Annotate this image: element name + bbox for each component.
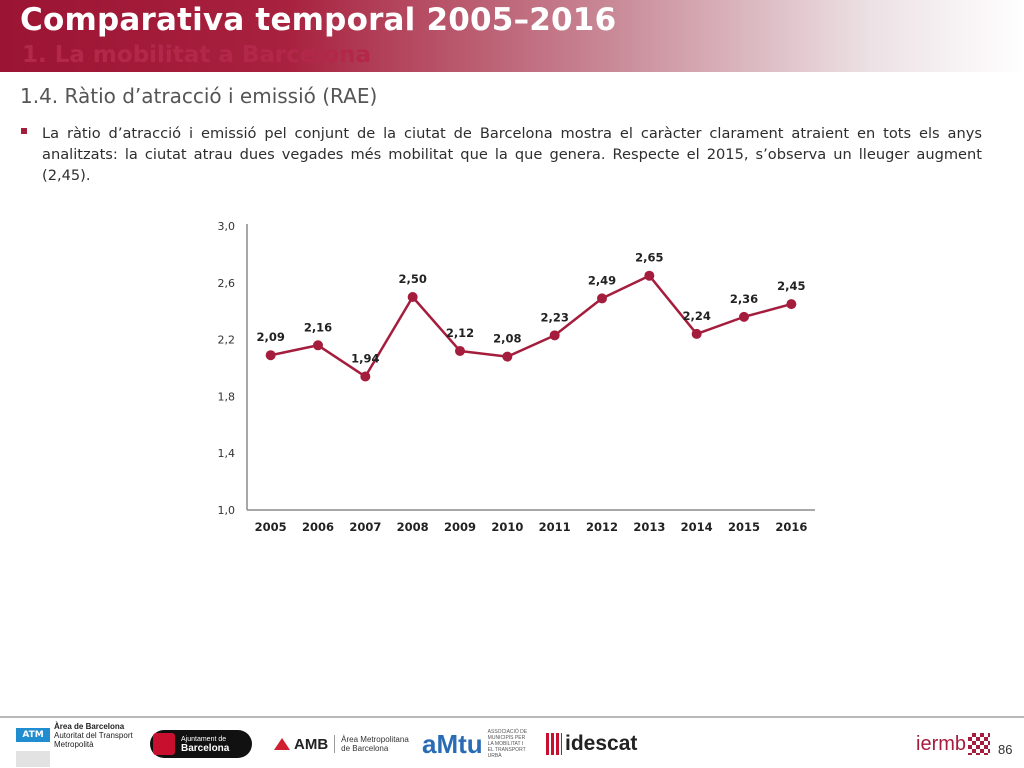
x-tick-label: 2009: [444, 520, 476, 534]
data-point: [644, 270, 655, 281]
iermb-name: iermb: [916, 732, 967, 755]
amb-line2: de Barcelona: [341, 744, 389, 753]
atm-line2: Autoritat del Transport: [54, 730, 133, 740]
data-point: [407, 292, 418, 302]
page-subtitle: 1. La mobilitat a Barcelona: [22, 42, 372, 68]
y-tick-label: 3,0: [218, 220, 236, 233]
data-point: [265, 350, 276, 361]
atm-badge: ATM: [16, 728, 50, 742]
data-label: 2,16: [304, 320, 332, 334]
data-label: 2,36: [730, 292, 758, 306]
data-label: 2,49: [588, 273, 616, 287]
x-tick-label: 2006: [302, 520, 334, 534]
data-label: 2,65: [635, 251, 663, 265]
y-tick-label: 2,2: [218, 334, 236, 347]
y-tick-label: 1,4: [218, 447, 236, 460]
page-title: Comparativa temporal 2005–2016: [20, 2, 617, 38]
header-banner: Comparativa temporal 2005–2016 1. La mob…: [0, 0, 1024, 72]
ajuntament-logo: Ajuntament de Barcelona: [150, 726, 252, 762]
atm-line3: Metropolità: [54, 739, 94, 749]
y-tick-label: 2,6: [218, 277, 236, 290]
bullet-text: La ràtio d’atracció i emissió pel conjun…: [42, 125, 982, 184]
ajuntament-line2: Barcelona: [181, 742, 230, 754]
x-tick-label: 2008: [397, 520, 429, 534]
ajuntament-line1: Ajuntament de: [181, 735, 227, 743]
data-label: 2,50: [398, 272, 426, 286]
iermb-logo: iermb: [916, 726, 991, 762]
data-point: [597, 293, 607, 304]
ajuntament-shield-icon: [153, 733, 175, 755]
data-point: [786, 299, 797, 310]
idescat-logo: idescat: [546, 726, 637, 762]
x-tick-label: 2011: [539, 520, 571, 534]
bullet-marker: [21, 128, 27, 134]
amb-logo: AMB Àrea Metropolitana de Barcelona: [274, 726, 409, 762]
x-tick-label: 2012: [586, 520, 618, 534]
data-point: [549, 330, 560, 341]
x-tick-label: 2013: [633, 520, 665, 534]
x-tick-label: 2016: [775, 520, 807, 534]
atm-line1: Àrea de Barcelona: [54, 721, 125, 731]
amb-triangle-icon: [274, 738, 290, 750]
amtu-description: ASSOCIACIÓ DE MUNICIPIS PER LA MOBILITAT…: [487, 729, 528, 759]
idescat-name: idescat: [565, 732, 638, 755]
x-tick-label: 2015: [728, 520, 760, 534]
data-label: 2,24: [682, 309, 710, 323]
x-tick-label: 2007: [349, 520, 381, 534]
idescat-bars-icon: [546, 733, 562, 755]
iermb-grid-icon: [968, 733, 991, 755]
amb-line1: Àrea Metropolitana: [341, 735, 409, 744]
data-label: 2,45: [777, 279, 805, 293]
series-line: [270, 274, 792, 378]
atm-logo: ATM Àrea de Barcelona Autoritat del Tran…: [16, 722, 133, 767]
data-label: 2,08: [493, 332, 521, 346]
data-point: [455, 345, 465, 356]
amtu-logo: aMtu ASSOCIACIÓ DE MUNICIPIS PER LA MOBI…: [422, 726, 528, 762]
data-point: [502, 351, 513, 362]
data-label: 2,12: [446, 326, 474, 340]
amtu-name: aMtu: [422, 728, 483, 759]
data-label: 1,94: [351, 352, 379, 366]
section-heading: 1.4. Ràtio d’atracció i emissió (RAE): [20, 84, 378, 108]
footer-divider: [0, 716, 1024, 718]
data-label: 2,23: [540, 310, 568, 324]
y-tick-label: 1,8: [218, 390, 236, 403]
data-label: 2,09: [256, 330, 284, 344]
data-point: [313, 340, 323, 351]
data-point: [739, 311, 749, 322]
page-number: 86: [998, 742, 1013, 757]
x-tick-label: 2014: [681, 520, 713, 534]
y-tick-label: 1,0: [218, 504, 236, 517]
data-point: [691, 328, 702, 339]
x-tick-label: 2010: [491, 520, 523, 534]
x-tick-label: 2005: [255, 520, 287, 534]
data-point: [360, 371, 371, 382]
amb-name: AMB: [294, 735, 329, 753]
